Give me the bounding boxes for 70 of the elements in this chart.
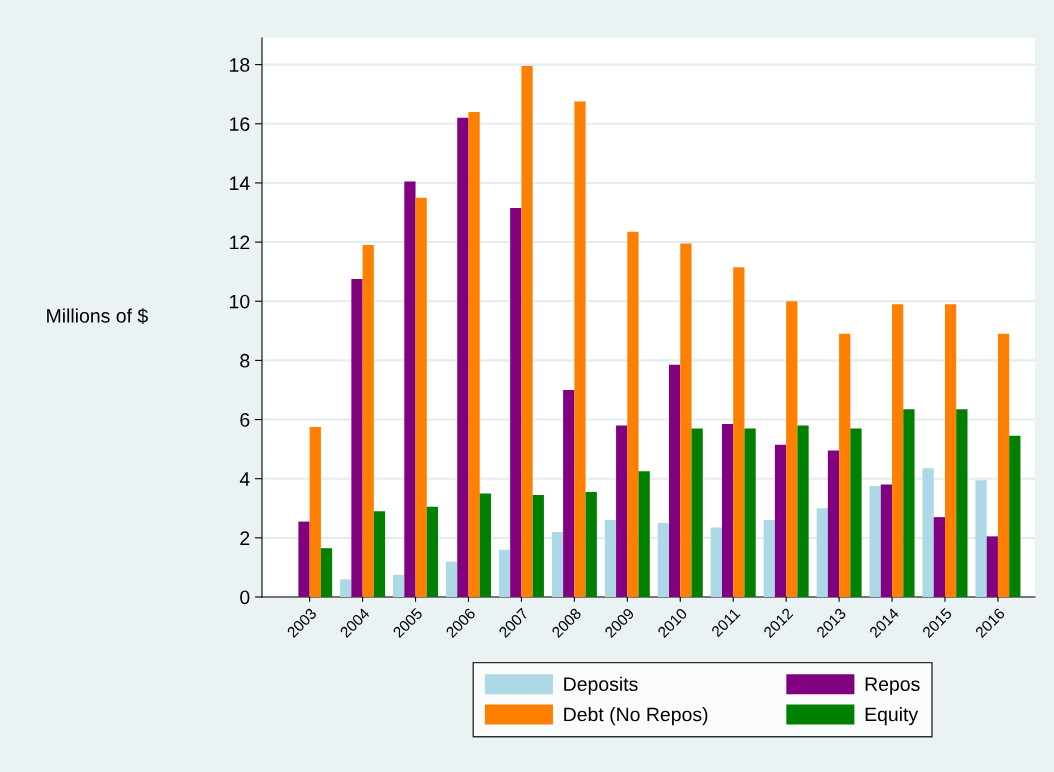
legend-label: Debt (No Repos) (564, 707, 708, 726)
bar (585, 492, 597, 597)
bar (445, 561, 458, 597)
bar (362, 245, 374, 597)
bar (869, 486, 881, 597)
bar (426, 506, 439, 597)
bar (404, 181, 416, 597)
bar (956, 409, 968, 597)
bar (997, 333, 1010, 597)
bar (604, 520, 617, 597)
bar (839, 333, 851, 597)
bar (763, 520, 775, 597)
bar (657, 523, 670, 597)
bar (922, 468, 934, 597)
bar (786, 301, 798, 597)
bar (309, 426, 321, 597)
bar (563, 389, 575, 597)
bar (797, 425, 809, 597)
y-tick-label: 4 (239, 472, 250, 486)
bar (351, 279, 363, 597)
bar (816, 508, 828, 597)
bar (880, 484, 893, 597)
bar (393, 574, 405, 597)
bar (340, 579, 352, 597)
bar (892, 304, 904, 597)
y-tick-label: 2 (240, 531, 250, 545)
bar (616, 425, 628, 597)
legend-label: Equity (865, 707, 919, 726)
bar (551, 531, 564, 597)
bar (669, 364, 681, 597)
legend-label: Repos (865, 677, 920, 695)
y-tick-label: 8 (240, 353, 250, 368)
bar (774, 444, 787, 597)
bar (744, 428, 756, 597)
bar (933, 517, 945, 597)
bar (574, 101, 586, 597)
bar (733, 267, 745, 597)
bar (298, 521, 310, 597)
bar (710, 527, 722, 597)
y-tick-label: 10 (230, 294, 250, 309)
bar (510, 208, 522, 597)
bar (320, 548, 333, 597)
y-axis-title: Millions of $ (47, 308, 148, 324)
bar (498, 549, 511, 597)
bar (850, 428, 862, 597)
bar (721, 423, 734, 597)
bar (1009, 435, 1021, 597)
bar (944, 304, 957, 597)
y-tick-label: 0 (240, 590, 250, 605)
bar (627, 231, 639, 597)
bar (532, 494, 544, 597)
bar (986, 536, 998, 597)
bar (975, 480, 987, 597)
legend-label: Deposits (564, 676, 638, 695)
y-tick-label: 18 (230, 58, 250, 72)
y-tick-label: 12 (230, 235, 250, 250)
bar (479, 493, 491, 597)
y-tick-label: 14 (230, 176, 250, 190)
bar (468, 111, 480, 597)
bar (373, 511, 386, 597)
y-tick-label: 6 (240, 413, 250, 427)
bar (638, 471, 650, 597)
bar (415, 197, 427, 597)
bar (691, 428, 703, 597)
bar (457, 117, 469, 597)
bar (521, 66, 533, 597)
bar (827, 450, 840, 597)
bar (903, 409, 915, 597)
y-tick-label: 16 (230, 117, 250, 132)
bar (680, 243, 692, 597)
